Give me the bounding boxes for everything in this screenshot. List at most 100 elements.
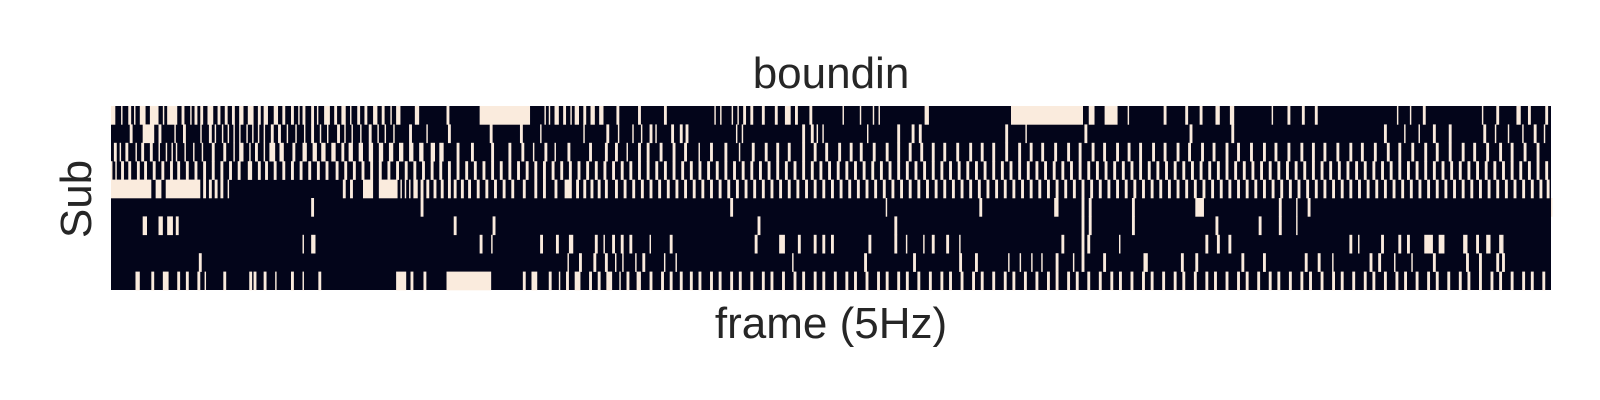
heatmap-cell-on <box>1386 142 1390 162</box>
heatmap-cell-on <box>975 253 978 272</box>
heatmap-cell-on <box>275 271 277 291</box>
heatmap-cell-on <box>1025 124 1027 144</box>
heatmap-cell-on <box>594 161 598 180</box>
heatmap-cell-on <box>707 161 711 180</box>
heatmap-cell-on <box>170 161 173 180</box>
heatmap-cell-on <box>158 216 163 236</box>
heatmap-cell-on <box>177 161 181 180</box>
heatmap-cell-on <box>121 106 123 125</box>
heatmap-cell-on <box>1424 234 1433 254</box>
heatmap-cell-on <box>327 124 329 144</box>
heatmap-cell-on <box>1103 142 1107 162</box>
heatmap-cell-on <box>1216 161 1220 180</box>
heatmap-cell-on <box>606 124 610 144</box>
heatmap-cell-on <box>404 179 407 199</box>
heatmap-cell-on <box>891 179 895 199</box>
heatmap-cell-on <box>1444 179 1448 199</box>
heatmap-cell-on <box>1245 179 1249 199</box>
heatmap-cell-on <box>1519 161 1523 180</box>
heatmap-cell-on <box>1458 271 1462 291</box>
heatmap-cell-on <box>776 142 780 162</box>
heatmap-cell-on <box>735 124 738 144</box>
heatmap-cell-on <box>255 142 258 162</box>
heatmap-cell-on <box>744 179 748 199</box>
heatmap-cell-on <box>793 271 797 291</box>
heatmap-cell-on <box>1448 142 1452 162</box>
heatmap-cell-on <box>649 271 653 291</box>
heatmap-cell-on <box>344 161 348 180</box>
heatmap-cell-on <box>590 179 594 199</box>
heatmap-cell-on <box>1000 161 1004 180</box>
heatmap-cell-on <box>558 271 561 291</box>
heatmap-cell-on <box>872 106 875 125</box>
heatmap-cell-on <box>129 124 133 144</box>
heatmap-cell-on <box>1411 142 1415 162</box>
heatmap-cell-on <box>1019 253 1022 272</box>
heatmap-cell-on <box>1012 179 1016 199</box>
heatmap-cell-on <box>822 271 826 291</box>
heatmap-cell-on <box>724 142 728 162</box>
heatmap-row-10 <box>135 271 1546 291</box>
heatmap-cell-on <box>1427 271 1431 291</box>
heatmap-grid <box>111 106 1553 291</box>
heatmap-cell-on <box>491 161 495 180</box>
heatmap-cell-on <box>111 179 152 199</box>
heatmap-cell-on <box>1163 106 1167 125</box>
heatmap-cell-on <box>1008 253 1010 272</box>
heatmap-cell-on <box>672 142 676 162</box>
heatmap-cell-on <box>1516 106 1521 125</box>
heatmap-cell-on <box>1536 142 1540 162</box>
heatmap-cell-on <box>128 161 132 180</box>
heatmap-cell-on <box>125 142 129 162</box>
heatmap-cell-on <box>911 124 915 144</box>
heatmap-cell-on <box>946 234 950 254</box>
heatmap-cell-on <box>1088 216 1092 236</box>
heatmap-cell-on <box>640 179 644 199</box>
heatmap-cell-on <box>161 161 165 180</box>
heatmap-cell-on <box>1104 106 1118 125</box>
heatmap-cell-on <box>286 124 289 144</box>
heatmap-cell-on <box>551 161 555 180</box>
heatmap-cell-on <box>867 124 869 144</box>
heatmap-cell-on <box>983 161 987 180</box>
heatmap-cell-on <box>1009 161 1013 180</box>
heatmap-cell-on <box>646 142 650 162</box>
heatmap-cell-on <box>743 106 747 125</box>
heatmap-cell-on <box>632 124 634 144</box>
heatmap-cell-on <box>992 161 996 180</box>
heatmap-cell-on <box>413 161 417 180</box>
heatmap-cell-on <box>1003 271 1007 291</box>
heatmap-cell-on <box>1542 271 1546 291</box>
heatmap-cell-on <box>1052 161 1056 180</box>
heatmap-cell-on <box>149 142 153 162</box>
heatmap-cell-on <box>622 253 624 272</box>
heatmap-row-2 <box>129 124 1546 144</box>
heatmap-cell-on <box>754 234 758 254</box>
heatmap-cell-on <box>663 161 667 180</box>
heatmap-cell-on <box>174 124 176 144</box>
heatmap-cell-on <box>730 271 734 291</box>
heatmap-cell-on <box>521 142 525 162</box>
heatmap-cell-on <box>134 106 136 125</box>
heatmap-cell-on <box>1287 142 1291 162</box>
heatmap-cell-on <box>1199 106 1203 125</box>
heatmap-cell-on <box>1176 142 1180 162</box>
heatmap-cell-on <box>638 161 641 180</box>
heatmap-cell-on <box>1139 161 1143 180</box>
heatmap-cell-on <box>560 161 564 180</box>
heatmap-cell-on <box>204 271 207 291</box>
heatmap-cell-on <box>1490 271 1494 291</box>
heatmap-cell-on <box>1147 161 1151 180</box>
heatmap-cell-on <box>439 161 443 180</box>
heatmap-cell-on <box>1323 142 1327 162</box>
heatmap-cell-on <box>184 142 186 162</box>
heatmap-cell-on <box>257 106 261 125</box>
heatmap-cell-on <box>822 179 826 199</box>
heatmap-cell-on <box>949 161 952 180</box>
heatmap-cell-on <box>239 142 244 162</box>
heatmap-cell-on <box>1012 271 1016 291</box>
heatmap-cell-on <box>334 106 338 125</box>
heatmap-cell-on <box>1287 106 1291 125</box>
heatmap-cell-on <box>1297 179 1301 199</box>
heatmap-cell-on <box>167 106 178 125</box>
